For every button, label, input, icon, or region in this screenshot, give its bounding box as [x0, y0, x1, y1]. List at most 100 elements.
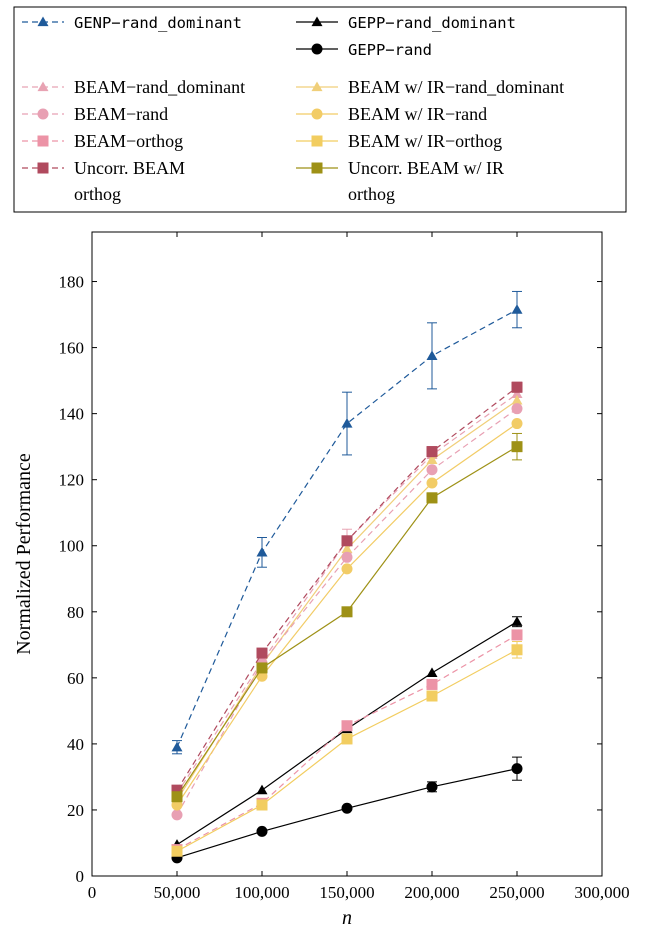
data-point [341, 418, 353, 428]
legend-marker [311, 43, 323, 55]
data-point [256, 784, 268, 795]
series-10 [171, 432, 523, 803]
legend-item: BEAM−rand_dominant [22, 77, 245, 97]
data-point [511, 616, 523, 626]
data-point [171, 845, 183, 857]
data-point [511, 394, 523, 405]
legend-label-line2: orthog [348, 184, 395, 204]
data-point [171, 809, 183, 821]
legend-marker [37, 135, 49, 147]
legend-item: BEAM w/ IR−orthog [296, 131, 502, 151]
data-point [341, 802, 353, 814]
legend-label: BEAM w/ IR−rand_dominant [348, 77, 564, 97]
legend-marker [311, 16, 323, 27]
data-point [341, 606, 353, 618]
data-point [511, 403, 523, 415]
data-point [511, 441, 523, 453]
legend-label: BEAM−rand_dominant [74, 77, 245, 97]
legend-label: GEPP−rand_dominant [348, 14, 516, 32]
axes: 0 50,000 100,000 150,000 200,000 250,000 300,0… [59, 232, 630, 902]
legend-item: BEAM w/ IR−rand [296, 104, 487, 124]
series-line [176, 649, 518, 852]
data-point [171, 791, 183, 803]
data-point [256, 825, 268, 837]
legend-label: Uncorr. BEAM w/ IR [348, 158, 504, 178]
legend-item: GEPP−rand_dominant [296, 14, 516, 32]
legend-marker [37, 16, 49, 27]
series-8 [171, 641, 523, 857]
data-point [171, 741, 183, 752]
legend-item: BEAM−orthog [22, 131, 183, 151]
legend-marker [37, 108, 49, 120]
series-line [176, 309, 518, 748]
legend-marker [311, 81, 323, 92]
data-point [511, 304, 523, 314]
legend-item: BEAM−rand [22, 104, 168, 124]
legend-label: GENP−rand_dominant [74, 14, 242, 32]
x-tick-label: 150,000 [319, 883, 374, 902]
y-tick-label: 20 [67, 801, 84, 820]
series-layer [171, 290, 523, 864]
y-tick-label: 120 [59, 471, 85, 490]
y-tick-label: 140 [59, 405, 85, 424]
data-point [171, 784, 183, 796]
y-axis-title: Normalized Performance [13, 453, 35, 655]
data-point [341, 535, 353, 547]
y-tick-label: 60 [67, 669, 84, 688]
legend-label: BEAM−rand [74, 104, 168, 124]
series-6 [171, 418, 523, 811]
legend-label: BEAM−orthog [74, 131, 183, 151]
data-point [511, 381, 523, 393]
data-point [341, 733, 353, 745]
legend: GENP−rand_dominant GEPP−rand_dominant GEPP… [22, 14, 564, 204]
data-point [426, 350, 438, 360]
data-point [426, 492, 438, 504]
legend-label: BEAM w/ IR−rand [348, 104, 487, 124]
legend-item: Uncorr. BEAM w/ IR orthog [296, 158, 504, 204]
data-point [426, 678, 438, 690]
x-tick-label: 0 [88, 883, 97, 902]
data-point [256, 662, 268, 674]
data-point [341, 551, 353, 563]
data-point [511, 388, 523, 398]
x-tick-label: 100,000 [234, 883, 289, 902]
data-point [426, 446, 438, 458]
legend-item: GEPP−rand [296, 41, 432, 59]
x-tick-label: 300,000 [574, 883, 629, 902]
data-point [426, 454, 438, 465]
series-5 [171, 403, 523, 821]
data-point [256, 670, 268, 682]
legend-item: GENP−rand_dominant [22, 14, 242, 32]
x-tick-label: 200,000 [404, 883, 459, 902]
data-point [341, 563, 353, 575]
y-tick-label: 100 [59, 537, 85, 556]
data-point [426, 690, 438, 702]
data-point [511, 644, 523, 656]
y-tick-label: 180 [59, 273, 85, 292]
data-point [426, 781, 438, 793]
legend-marker [37, 162, 49, 174]
y-tick-label: 80 [67, 603, 84, 622]
data-point [511, 629, 523, 641]
data-point [171, 799, 183, 811]
y-tick-label: 160 [59, 339, 85, 358]
data-point [341, 543, 353, 554]
y-tick-label: 0 [76, 867, 85, 886]
data-point [256, 546, 268, 557]
data-point [256, 647, 268, 659]
legend-item: Uncorr. BEAM orthog [22, 158, 185, 204]
legend-marker [311, 162, 323, 174]
legend-marker [37, 81, 49, 92]
series-2 [171, 756, 523, 864]
data-point [426, 667, 438, 678]
legend-marker [311, 108, 323, 120]
data-point [511, 763, 523, 775]
legend-label-line2: orthog [74, 184, 121, 204]
data-point [426, 464, 438, 476]
series-9 [171, 381, 523, 796]
data-point [511, 418, 523, 430]
y-tick-label: 40 [67, 735, 84, 754]
data-point [341, 720, 353, 732]
legend-marker [311, 135, 323, 147]
